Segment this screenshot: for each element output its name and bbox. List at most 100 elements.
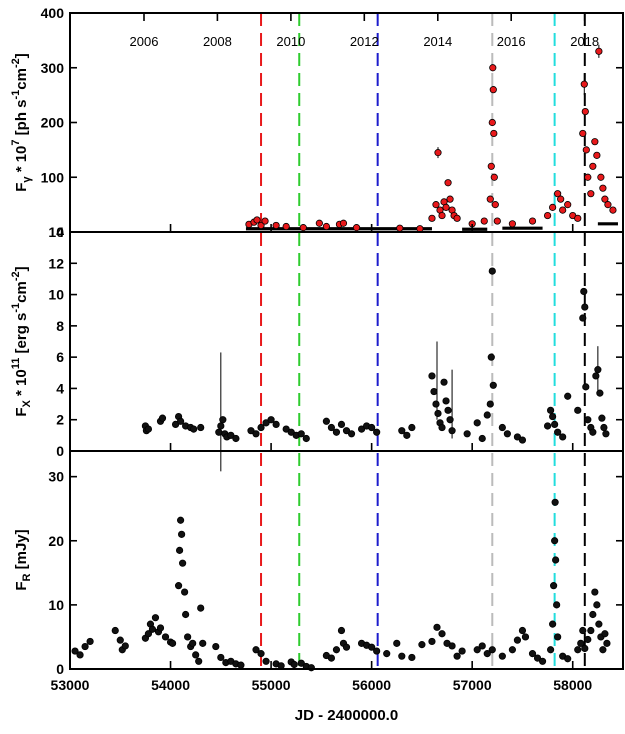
panel-xray-point-72 [564,392,572,400]
panel-radio-ytick-label-2: 20 [48,533,64,549]
panel-xray-point-81 [592,372,600,380]
panel-xray-point-57 [483,411,491,419]
panel-radio-point-78 [521,633,530,641]
panel-xray-point-71 [559,433,567,441]
panel-gamma-ytick-label-1: 100 [41,169,65,185]
panel-gamma-point-47 [574,214,582,222]
panel-xray-point-60 [488,267,496,275]
panel-gamma-point-17 [434,149,442,157]
panel-xray-point-10 [190,425,198,433]
panel-xray-point-24 [272,420,280,429]
year-label-1: 2008 [203,34,232,49]
panel-gamma-ytick-label-0: 0 [56,224,64,240]
panel-xray-ytick-label-5: 10 [48,287,64,303]
panel-xray-point-68 [549,412,557,421]
panel-gamma-point-43 [557,195,565,203]
panel-radio-point-94 [579,626,587,635]
panel-gamma-point-52 [584,173,592,181]
panel-xray-point-67 [547,406,555,414]
panel-radio-ylabel: FR [mJy] [13,529,33,590]
year-label-0: 2006 [130,34,159,49]
panel-xray-point-11 [197,423,205,432]
panel-xray-point-31 [327,423,336,432]
panel-gamma-point-58 [597,173,605,181]
panel-xray-point-23 [267,416,275,424]
panel-gamma-point-60 [601,195,609,203]
year-label-5: 2016 [497,34,526,49]
year-label-2: 2010 [276,34,305,49]
xtick-label-4: 57000 [453,677,492,693]
panel-xray-point-59 [487,353,495,361]
panel-xray-point-42 [408,423,416,432]
panel-xray-point-21 [257,423,265,432]
panel-gamma-point-44 [559,206,567,214]
panel-gamma-point-55 [591,138,599,146]
panel-radio-point-89 [554,633,562,641]
panel-gamma-point-49 [580,80,588,88]
panel-radio-point-93 [577,639,585,647]
panel-radio-point-103 [599,646,607,654]
panel-xray-ytick-label-4: 8 [56,318,64,334]
panel-radio-point-97 [587,626,595,635]
panel-gamma-point-11 [339,219,348,227]
panel-xray-point-66 [543,422,552,430]
panel-radio-point-1 [76,651,84,659]
panel-xray-point-69 [551,420,559,429]
panel-radio-point-75 [508,646,517,654]
panel-gamma-ylabel: Fγ * 107 [ph s-1cm-2] [10,53,33,192]
panel-radio-point-59 [393,639,401,647]
panel-gamma-point-14 [416,225,424,233]
panel-gamma-point-8 [315,219,323,227]
panel-xray-point-86 [602,430,610,438]
panel-xray-point-80 [589,428,597,436]
panel-radio-point-32 [212,642,220,651]
panel-radio-point-4 [111,626,119,635]
panel-gamma-point-59 [599,184,607,192]
panel-gamma-point-26 [453,214,461,222]
panel-radio-point-100 [593,601,601,609]
panel-gamma-point-53 [587,190,595,198]
panel-radio-point-65 [438,630,446,638]
panel-radio-point-68 [453,652,461,660]
panel-xray-point-19 [247,427,255,435]
panel-xray-ytick-label-6: 12 [48,255,64,271]
panel-xray-ytick-label-1: 2 [56,412,64,428]
panel-radio-point-24 [182,610,190,619]
panel-radio-point-60 [398,652,406,660]
xtick-label-1: 54000 [151,677,190,693]
panel-xray-point-35 [347,430,356,438]
panel-gamma-point-3 [257,221,265,230]
panel-radio-point-72 [483,650,491,658]
panel-gamma-point-35 [490,173,498,181]
panel-xray-point-18 [232,434,240,443]
panel-radio-point-44 [290,660,298,669]
panel-radio-point-70 [473,646,481,654]
panel-radio-point-79 [528,650,537,658]
panel-xray-point-40 [398,427,406,435]
panel-xray-point-75 [580,287,588,296]
panel-xray-point-33 [337,420,346,429]
panel-xray-point-2 [144,425,153,433]
panel-xray-point-49 [440,378,448,386]
panel-xray-point-28 [297,430,305,438]
panel-radio-point-5 [116,636,124,644]
panel-xray-point-39 [373,428,381,436]
panel-gamma-point-41 [549,203,557,211]
panel-gamma-point-54 [589,162,597,170]
panel-radio-point-3 [86,637,94,646]
panel-radio-point-25 [184,633,192,641]
panel-radio-point-80 [533,654,542,662]
xtick-label-5: 58000 [553,677,592,693]
panel-gamma-ytick-label-4: 400 [41,5,65,21]
panel-radio-point-57 [373,647,381,655]
year-label-4: 2014 [423,34,452,49]
panel-radio-point-84 [550,582,558,590]
panel-xray-point-54 [463,430,471,438]
panel-gamma-point-15 [428,214,436,222]
panel-xray-ytick-label-0: 0 [56,443,64,459]
panel-gamma-point-19 [438,211,446,220]
panel-gamma-point-51 [582,146,590,154]
panel-radio-point-7 [121,642,129,650]
panel-xray-frame [69,231,624,452]
